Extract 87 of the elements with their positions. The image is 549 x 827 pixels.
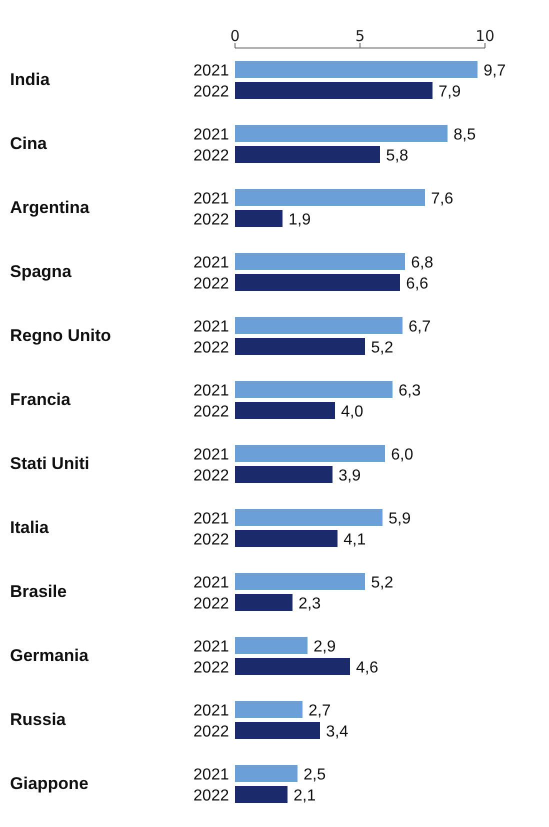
data-label: 2,1	[294, 788, 316, 804]
bar	[235, 786, 288, 803]
data-label: 5,9	[388, 510, 411, 528]
data-label: 5,8	[386, 148, 408, 164]
data-label: 8,5	[454, 126, 476, 144]
data-label: 7,6	[431, 190, 454, 208]
bar	[235, 466, 332, 483]
text: 2021	[193, 766, 229, 784]
bar	[235, 637, 308, 654]
x2-tick-label: 0	[230, 27, 240, 45]
bar	[235, 722, 320, 739]
text: 2021	[193, 190, 229, 208]
data-label: 2,5	[304, 766, 326, 784]
text: 2022	[193, 148, 229, 164]
data-label: 1,9	[288, 212, 311, 228]
bar	[235, 253, 405, 270]
data-label: 6,6	[406, 276, 428, 292]
y-tick-label: Giappone	[10, 774, 88, 793]
data-label: 4,0	[341, 404, 364, 420]
y-tick-label: Argentina	[10, 198, 90, 217]
x2-tick-label: 5	[355, 27, 365, 45]
bar	[235, 125, 448, 142]
text: 2021	[193, 574, 229, 592]
y-tick-label: Germania	[10, 646, 89, 665]
text: 2021	[193, 318, 229, 336]
data-label: 3,9	[338, 468, 361, 484]
data-label: 3,4	[326, 724, 348, 740]
y-tick-label: Russia	[10, 710, 66, 729]
text: 2021	[193, 702, 229, 720]
data-label: 6,8	[411, 254, 434, 272]
text: 2022	[193, 724, 229, 740]
text: 2022	[193, 340, 229, 356]
y-tick-label: Spagna	[10, 262, 72, 281]
y-tick-label: Italia	[10, 518, 50, 537]
bar	[235, 61, 478, 78]
bar	[235, 189, 425, 206]
bar	[235, 146, 380, 163]
data-label: 5,2	[371, 574, 394, 592]
bar	[235, 594, 292, 611]
data-label: 4,6	[356, 660, 378, 676]
y-tick-label: Stati Uniti	[10, 454, 90, 473]
bar	[235, 381, 392, 398]
bar	[235, 530, 338, 547]
text: 2022	[193, 404, 229, 420]
y-tick-label: Brasile	[10, 582, 67, 601]
text: 2022	[193, 596, 229, 612]
text: 2022	[193, 532, 229, 548]
data-label: 4,1	[344, 532, 366, 548]
y-tick-label: Regno Unito	[10, 326, 112, 345]
text: 2021	[193, 638, 229, 656]
data-label: 2,9	[314, 638, 336, 656]
data-label: 5,2	[371, 340, 394, 356]
data-label: 9,7	[484, 62, 506, 80]
bar	[235, 402, 335, 419]
bar	[235, 658, 350, 675]
y-tick-label: Cina	[10, 134, 48, 153]
bar	[235, 701, 302, 718]
text: 2021	[193, 382, 229, 400]
text: 2021	[193, 126, 229, 144]
y-tick-label: India	[10, 70, 50, 89]
text: 2021	[193, 254, 229, 272]
data-label: 6,0	[391, 446, 414, 464]
bar	[235, 82, 432, 99]
data-label: 2,7	[308, 702, 331, 720]
text: 2022	[193, 468, 229, 484]
bar	[235, 210, 282, 227]
text: 2022	[193, 788, 229, 804]
text: 2021	[193, 446, 229, 464]
y-tick-label: Francia	[10, 390, 72, 409]
bar	[235, 317, 402, 334]
bar	[235, 573, 365, 590]
data-label: 2,3	[298, 596, 321, 612]
text: 2021	[193, 510, 229, 528]
series-label: 2022	[193, 84, 230, 100]
data-label: 7,9	[438, 84, 461, 100]
data-label: 6,3	[398, 382, 421, 400]
bar	[235, 509, 382, 526]
bar	[235, 338, 365, 355]
data-label: 6,7	[408, 318, 431, 336]
text: 2022	[193, 212, 229, 228]
bar	[235, 765, 298, 782]
bar	[235, 445, 385, 462]
x2-tick-label: 10	[475, 27, 495, 45]
series-label: 2021	[193, 62, 230, 80]
bar	[235, 274, 400, 291]
text: 2022	[193, 276, 229, 292]
text: 2022	[193, 660, 229, 676]
